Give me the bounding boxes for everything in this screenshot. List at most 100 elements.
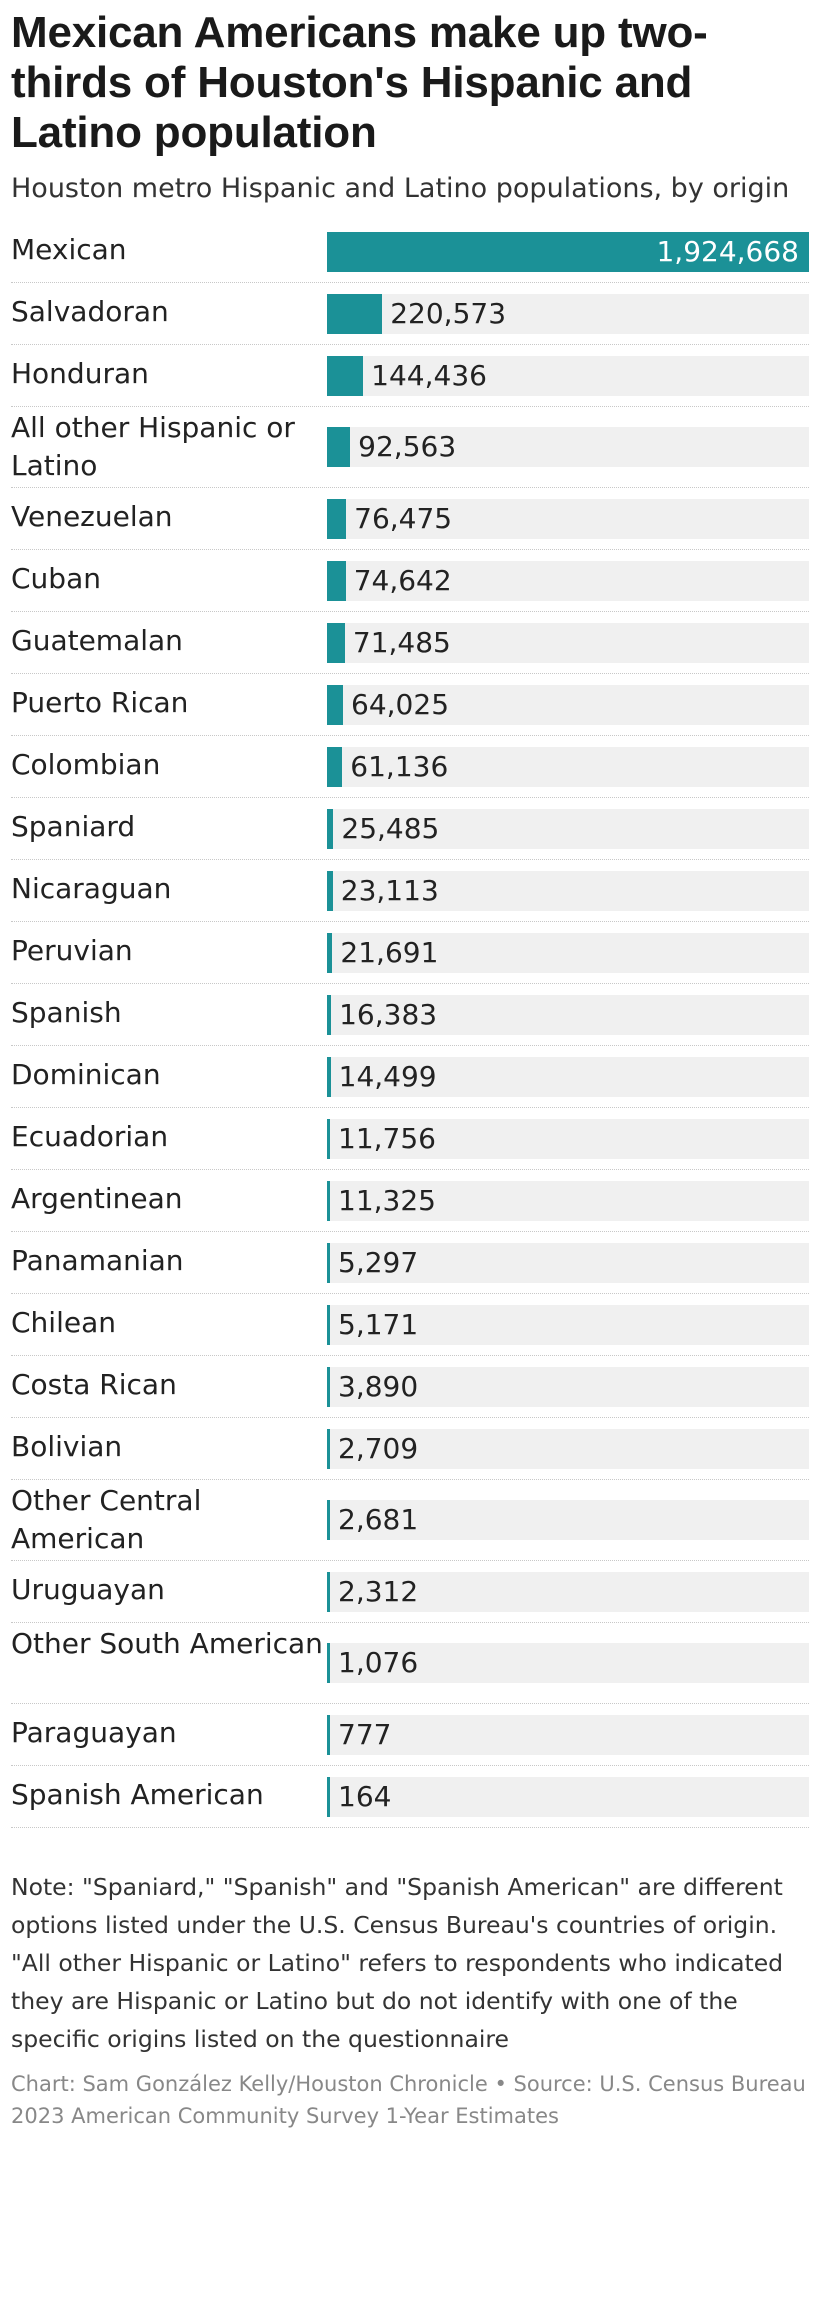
- category-label: Puerto Rican: [11, 686, 189, 719]
- bar: [327, 808, 334, 849]
- bar-track: 14,499: [327, 1056, 809, 1097]
- category-label: Nicaraguan: [11, 872, 172, 905]
- bar: [327, 498, 347, 539]
- bar: [327, 1056, 331, 1097]
- value-label: 2,681: [338, 1503, 419, 1536]
- bar-row: Spaniard 25,485: [11, 798, 809, 860]
- chart-subtitle: Houston metro Hispanic and Latino popula…: [11, 173, 790, 204]
- value-label: 164: [338, 1779, 392, 1813]
- bar-track: 3,890: [327, 1366, 809, 1407]
- bar-track: 5,171: [327, 1304, 809, 1345]
- bar: [327, 932, 333, 973]
- bar-track: 23,113: [327, 870, 809, 911]
- bar-track: 144,436: [327, 355, 809, 396]
- value-label: 25,485: [341, 811, 440, 845]
- bar: [327, 1180, 330, 1221]
- value-label: 11,756: [338, 1121, 436, 1155]
- bar-row: Mexican 1,924,668: [11, 221, 809, 283]
- chart-title: Mexican Americans make up two-thirds of …: [11, 8, 708, 157]
- value-label: 61,136: [350, 749, 449, 783]
- bar-row: Salvadoran 220,573: [11, 283, 809, 345]
- bar-row: Chilean 5,171: [11, 1294, 809, 1356]
- bar-track: 2,312: [327, 1571, 809, 1612]
- bar-row: Argentinean 11,325: [11, 1170, 809, 1232]
- category-label: Paraguayan: [11, 1716, 177, 1749]
- bar-chart: Mexican 1,924,668 Salvadoran 220,573 Hondura…: [11, 221, 809, 1828]
- value-label: 2,709: [338, 1431, 419, 1465]
- category-label: Spanish: [11, 996, 122, 1029]
- bar: [327, 560, 346, 601]
- bar: [327, 1571, 330, 1612]
- value-label: 16,383: [339, 997, 438, 1031]
- value-label: 21,691: [340, 935, 439, 969]
- value-label: 1,924,668: [656, 234, 799, 268]
- chart-source: Chart: Sam González Kelly/Houston Chroni…: [11, 2072, 806, 2128]
- value-label: 23,113: [340, 873, 439, 907]
- chart-container: Mexican Americans make up two-thirds of …: [0, 8, 820, 2132]
- category-label: Costa Rican: [11, 1368, 177, 1401]
- bar-track: 5,297: [327, 1242, 809, 1283]
- bar-row: Other Central American 2,681: [11, 1480, 809, 1561]
- bar: [327, 1776, 330, 1817]
- bar-row: Venezuelan 76,475: [11, 488, 809, 550]
- bar-row: Nicaraguan 23,113: [11, 860, 809, 922]
- bar-track: 21,691: [327, 932, 809, 973]
- category-label: Bolivian: [11, 1430, 123, 1463]
- bar: [327, 1500, 330, 1540]
- bar-track: 92,563: [327, 427, 809, 467]
- value-label: 5,297: [338, 1245, 419, 1279]
- bar: [327, 1714, 330, 1755]
- bar-track: 74,642: [327, 560, 809, 601]
- bar: [327, 622, 345, 663]
- bar: [327, 231, 809, 272]
- bar-row: Peruvian 21,691: [11, 922, 809, 984]
- bar: [327, 684, 344, 725]
- bar-track: 11,756: [327, 1118, 809, 1159]
- bar-track: 71,485: [327, 622, 809, 663]
- bar-track: 1,076: [327, 1643, 809, 1683]
- category-label: Peruvian: [11, 934, 133, 967]
- bar-track: 1,924,668: [327, 231, 809, 272]
- bar-row: Panamanian 5,297: [11, 1232, 809, 1294]
- value-label: 74,642: [353, 563, 452, 597]
- bar-row: Ecuadorian 11,756: [11, 1108, 809, 1170]
- category-label: Other South American: [11, 1627, 323, 1660]
- bar-track: 220,573: [327, 293, 809, 334]
- value-label: 1,076: [338, 1646, 419, 1679]
- bar-row: Spanish American 164: [11, 1766, 809, 1828]
- category-label: Spanish American: [11, 1778, 264, 1811]
- category-label: Guatemalan: [11, 624, 183, 657]
- value-label: 777: [338, 1717, 392, 1751]
- bar: [327, 1428, 330, 1469]
- bar: [327, 1118, 330, 1159]
- category-label: Dominican: [11, 1058, 161, 1091]
- bar-track: 25,485: [327, 808, 809, 849]
- bar: [327, 355, 364, 396]
- bar-track: 164: [327, 1776, 809, 1817]
- category-label: Uruguayan: [11, 1573, 165, 1606]
- value-label: 14,499: [338, 1059, 437, 1093]
- bar-track: 2,709: [327, 1428, 809, 1469]
- bar: [327, 1304, 330, 1345]
- category-label: Ecuadorian: [11, 1120, 169, 1153]
- bar-row: Paraguayan 777: [11, 1704, 809, 1766]
- bar: [327, 427, 351, 467]
- bar-row: Spanish 16,383: [11, 984, 809, 1046]
- chart-note: Note: "Spaniard," "Spanish" and "Spanish…: [11, 1873, 784, 2053]
- bar-row: Honduran 144,436: [11, 345, 809, 407]
- value-label: 220,573: [390, 296, 507, 330]
- category-label: Honduran: [11, 357, 149, 390]
- bar-track: 16,383: [327, 994, 809, 1035]
- bar: [327, 293, 383, 334]
- value-label: 71,485: [352, 625, 451, 659]
- bar-track: 777: [327, 1714, 809, 1755]
- category-label: Colombian: [11, 748, 161, 781]
- bar-row: Cuban 74,642: [11, 550, 809, 612]
- category-label: Mexican: [11, 233, 127, 266]
- bar-row: All other Hispanic or Latino 92,563: [11, 407, 809, 488]
- value-label: 2,312: [338, 1574, 419, 1608]
- bar-row: Dominican 14,499: [11, 1046, 809, 1108]
- bar-track: 64,025: [327, 684, 809, 725]
- value-label: 92,563: [358, 430, 457, 463]
- category-label: Cuban: [11, 562, 101, 595]
